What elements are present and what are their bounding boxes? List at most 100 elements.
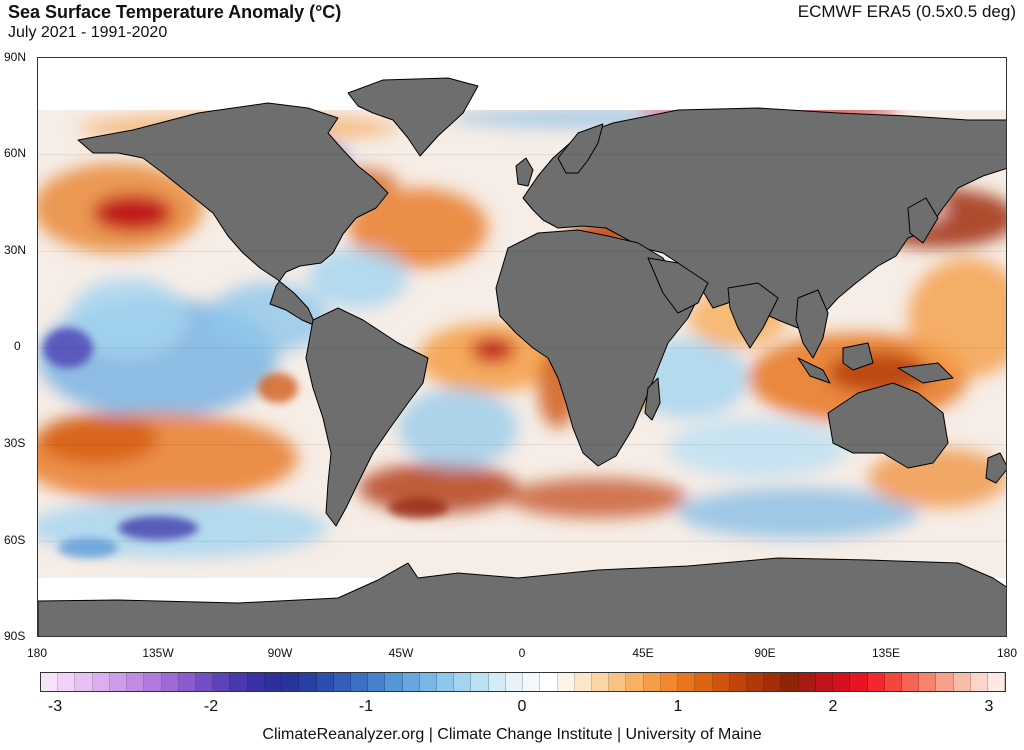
colorbar-swatch <box>746 673 765 691</box>
colorbar-swatch <box>454 673 472 691</box>
colorbar-swatch <box>247 673 265 691</box>
colorbar-swatch <box>540 673 558 691</box>
colorbar-swatch <box>75 673 93 691</box>
colorbar-swatch <box>368 673 386 691</box>
lon-label-135e: 135E <box>871 646 901 660</box>
colorbar-swatch <box>953 673 971 691</box>
lon-label-90w: 90W <box>267 646 293 660</box>
colorbar-swatch <box>557 673 575 691</box>
map-subtitle: July 2021 - 1991-2020 <box>8 24 168 41</box>
colorbar-swatch <box>144 673 162 691</box>
colorbar-label-pos3: 3 <box>984 698 994 715</box>
antarctica <box>38 557 1006 636</box>
colorbar-swatch <box>798 673 816 691</box>
colorbar-swatch <box>333 673 351 691</box>
colorbar-swatch <box>592 673 610 691</box>
lon-label-0: 0 <box>518 646 526 660</box>
colorbar-swatch <box>161 673 179 691</box>
colorbar-swatch <box>850 673 868 691</box>
lat-label-90s: 90S <box>4 629 26 643</box>
colorbar-swatch <box>936 673 954 691</box>
colorbar-swatch <box>919 673 937 691</box>
southeast-asia <box>795 289 829 359</box>
colorbar-swatch <box>867 673 885 691</box>
colorbar-swatch <box>523 673 541 691</box>
new-guinea <box>897 362 954 384</box>
map-canvas <box>38 58 1006 636</box>
colorbar-swatch <box>178 673 196 691</box>
lon-label-180w: 180 <box>26 646 48 660</box>
japan <box>907 197 939 244</box>
colorbar-swatch <box>660 673 679 691</box>
borneo <box>842 342 874 371</box>
colorbar-label-pos2: 2 <box>828 698 838 715</box>
colorbar-swatch <box>230 673 248 691</box>
lat-label-60n: 60N <box>4 146 27 160</box>
colorbar-swatch <box>815 673 834 691</box>
colorbar <box>40 672 1006 692</box>
south-america <box>305 307 429 527</box>
colorbar-swatch <box>471 673 489 691</box>
lat-label-30n: 30N <box>4 243 27 257</box>
africa <box>495 229 699 467</box>
colorbar-label-0: 0 <box>517 698 527 715</box>
colorbar-swatch <box>385 673 403 691</box>
colorbar-swatch <box>833 673 851 691</box>
lat-label-90n: 90N <box>4 50 27 64</box>
colorbar-swatch <box>41 673 59 691</box>
colorbar-swatch <box>764 673 782 691</box>
colorbar-swatch <box>574 673 592 691</box>
colorbar-swatch <box>695 673 713 691</box>
colorbar-swatch <box>609 673 627 691</box>
lon-label-45w: 45W <box>388 646 414 660</box>
colorbar-swatch <box>316 673 334 691</box>
lat-label-30s: 30S <box>4 436 26 450</box>
colorbar-swatch <box>505 673 524 691</box>
colorbar-swatch <box>402 673 420 691</box>
colorbar-swatch <box>884 673 902 691</box>
colorbar-swatch <box>729 673 747 691</box>
arabian-peninsula <box>647 257 709 314</box>
lon-label-90e: 90E <box>754 646 776 660</box>
colorbar-swatch <box>712 673 730 691</box>
colorbar-swatch <box>901 673 920 691</box>
graticule <box>38 154 1006 542</box>
colorbar-swatch <box>109 673 128 691</box>
colorbar-swatch <box>970 673 989 691</box>
greenland <box>347 77 479 157</box>
colorbar-swatch <box>195 673 214 691</box>
sumatra <box>797 357 831 384</box>
credits-footer: ClimateReanalyzer.org | Climate Change I… <box>262 726 762 743</box>
colorbar-swatch <box>437 673 455 691</box>
colorbar-swatch <box>419 673 438 691</box>
colorbar-swatch <box>678 673 696 691</box>
map-title: Sea Surface Temperature Anomaly (°C) <box>8 2 342 22</box>
colorbar-label-neg3: -3 <box>47 698 63 715</box>
sst-anomaly-map[interactable] <box>37 57 1007 637</box>
colorbar-swatch <box>282 673 300 691</box>
land-masses <box>38 77 1006 636</box>
british-isles <box>515 157 534 187</box>
india <box>727 282 779 349</box>
colorbar-label-neg1: -1 <box>358 698 374 715</box>
australia <box>827 382 949 469</box>
colorbar-swatch <box>626 673 644 691</box>
new-zealand <box>985 452 1006 484</box>
scandinavia <box>557 123 604 174</box>
colorbar-swatch <box>781 673 799 691</box>
colorbar-swatch <box>488 673 506 691</box>
colorbar-swatch <box>988 673 1006 691</box>
colorbar-label-pos1: 1 <box>673 698 683 715</box>
lon-label-135w: 135W <box>142 646 174 660</box>
lon-label-180e: 180 <box>996 646 1018 660</box>
colorbar-swatch <box>350 673 369 691</box>
colorbar-swatch <box>299 673 317 691</box>
colorbar-swatch <box>264 673 283 691</box>
madagascar <box>644 377 661 421</box>
north-america <box>77 102 389 327</box>
colorbar-swatch <box>213 673 231 691</box>
colorbar-swatch <box>643 673 661 691</box>
colorbar-swatch <box>92 673 110 691</box>
data-source-label: ECMWF ERA5 (0.5x0.5 deg) <box>797 2 1016 21</box>
colorbar-label-neg2: -2 <box>203 698 219 715</box>
